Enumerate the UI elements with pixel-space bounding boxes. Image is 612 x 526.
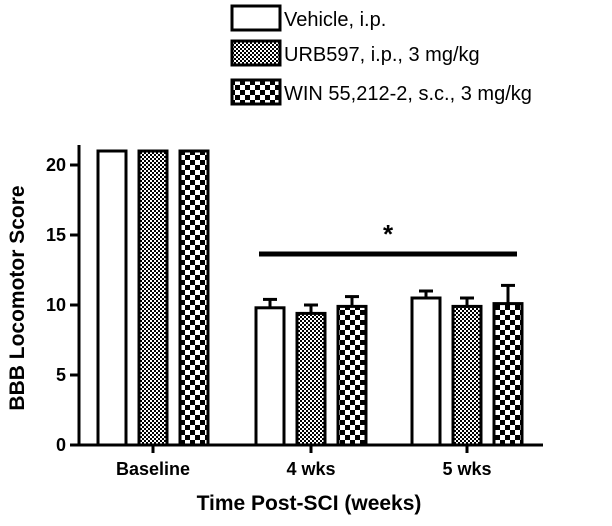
bar-4-wks-series-3 [336,304,368,447]
y-tick-label: 0 [56,435,66,455]
bar-5-wks-series-3 [492,302,524,447]
bar-baseline-series-1 [96,149,128,447]
y-tick-label: 15 [46,225,66,245]
bar-5-wks-series-2 [451,304,483,447]
legend: Vehicle, i.p. URB597, i.p., 3 mg/kg WIN … [230,4,532,106]
bar-baseline-series-3 [178,149,210,447]
y-tick-label: 5 [56,365,66,385]
y-tick-label: 10 [46,295,66,315]
legend-item-urb597: URB597, i.p., 3 mg/kg [230,39,480,67]
y-ticks: 0 5 10 15 20 [46,155,79,455]
bar-4-wks-series-2 [295,311,327,447]
legend-item-win: WIN 55,212-2, s.c., 3 mg/kg [230,78,532,106]
legend-label-urb597: URB597, i.p., 3 mg/kg [284,44,480,66]
legend-label-vehicle: Vehicle, i.p. [284,9,386,31]
error-bars [263,283,515,314]
significance-marker: * [383,219,394,249]
y-axis-title: BBB Locomotor Score [6,185,29,410]
bars [96,149,524,447]
legend-label-win: WIN 55,212-2, s.c., 3 mg/kg [284,83,532,105]
legend-swatch-vehicle [230,4,282,32]
x-category-label: 4 wks [286,459,335,479]
x-axis-title: Time Post-SCI (weeks) [197,492,422,515]
bar-4-wks-series-1 [254,306,286,447]
legend-swatch-urb597 [230,39,282,67]
legend-item-vehicle: Vehicle, i.p. [230,4,386,32]
bar-5-wks-series-1 [410,296,442,447]
category-labels: Baseline 4 wks 5 wks [116,445,492,479]
bar-baseline-series-2 [137,149,169,447]
y-tick-label: 20 [46,155,66,175]
x-category-label: Baseline [116,459,190,479]
legend-swatch-win [230,78,282,106]
x-category-label: 5 wks [442,459,491,479]
